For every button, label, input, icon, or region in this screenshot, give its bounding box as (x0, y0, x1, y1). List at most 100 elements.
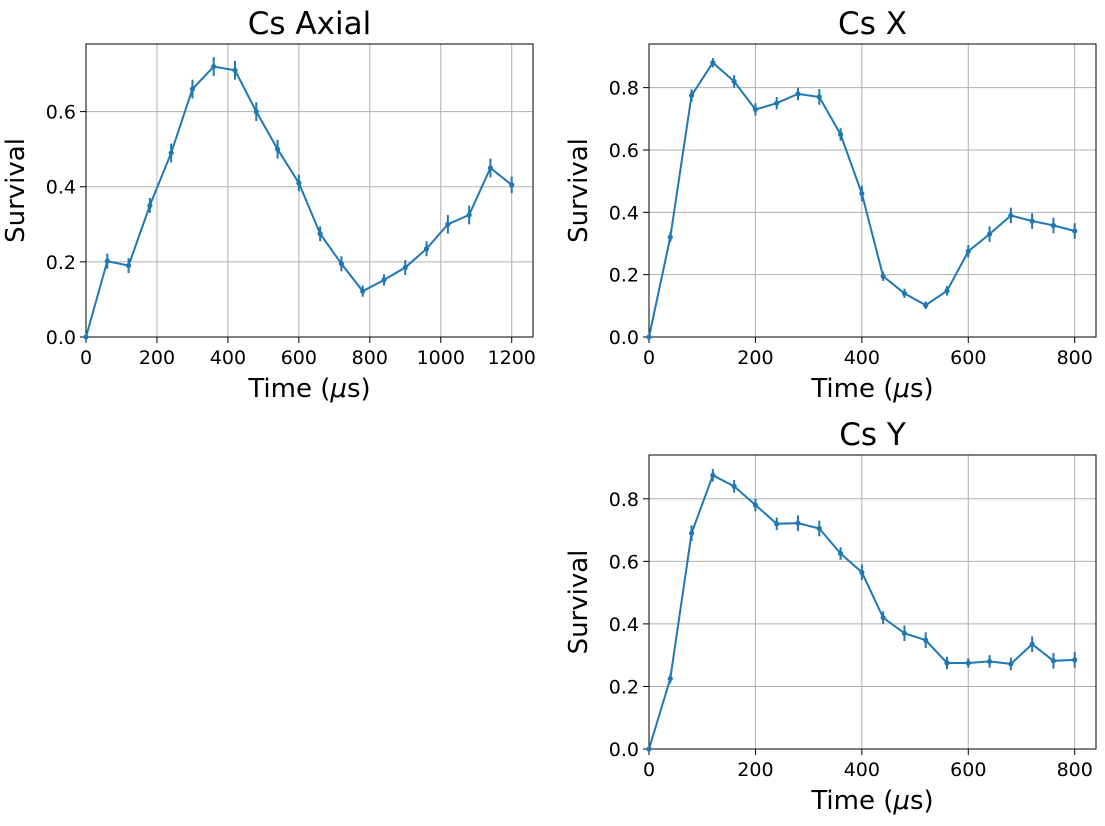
data-point (944, 288, 950, 294)
data-point (795, 520, 801, 526)
axes-frame (85, 43, 534, 338)
y-tick-label: 0.4 (46, 177, 76, 199)
data-point (731, 78, 737, 85)
data-point (816, 525, 822, 532)
data-point (274, 146, 281, 152)
data-point (965, 248, 971, 254)
y-tick-label: 0.0 (609, 327, 639, 349)
chart-title: Cs X (838, 6, 907, 42)
data-point (466, 212, 472, 218)
data-point (816, 94, 822, 100)
x-tick-label: 1200 (488, 347, 536, 369)
data-point (211, 63, 217, 70)
data-point (168, 150, 174, 156)
data-point (710, 60, 716, 66)
x-tick-label: 600 (281, 347, 317, 369)
data-point (402, 264, 408, 271)
y-tick-label: 0.8 (609, 78, 639, 100)
data-point (445, 221, 451, 227)
data-point (923, 302, 929, 308)
y-tick-label: 0.6 (46, 102, 76, 124)
y-tick-label: 0.0 (46, 327, 76, 349)
data-point (338, 261, 345, 267)
x-tick-label: 400 (210, 347, 246, 369)
y-tick-label: 0.2 (46, 252, 76, 274)
y-tick-label: 0.2 (609, 676, 639, 698)
data-point (965, 660, 971, 666)
data-point (253, 109, 259, 115)
data-point (859, 569, 865, 575)
y-tick-label: 0.8 (609, 489, 639, 511)
data-point (423, 246, 430, 252)
axes-frame (648, 454, 1097, 750)
x-tick-label: 200 (737, 347, 773, 369)
data-point (1008, 661, 1014, 667)
data-point (1072, 228, 1078, 234)
data-point (509, 182, 515, 188)
data-point (837, 131, 844, 137)
x-tick-label: 800 (1057, 347, 1093, 369)
x-axis-label: Time (μs) (810, 374, 933, 404)
data-point (1008, 212, 1014, 219)
x-tick-label: 400 (844, 347, 880, 369)
data-point (104, 258, 110, 264)
data-point (901, 290, 908, 296)
y-tick-label: 0.4 (609, 202, 639, 224)
axes-frame (648, 43, 1097, 338)
chart-title: Cs Axial (248, 6, 371, 42)
data-point (986, 658, 993, 665)
data-point (189, 86, 196, 92)
y-tick-label: 0.4 (609, 614, 639, 636)
y-tick-label: 0.0 (609, 739, 639, 761)
data-point (880, 615, 886, 621)
y-tick-label: 0.6 (609, 551, 639, 573)
data-point (360, 288, 366, 294)
data-point (774, 100, 780, 106)
data-point (837, 550, 844, 557)
data-point (880, 273, 886, 279)
data-point (147, 202, 153, 209)
data-point (795, 91, 801, 97)
chart-panel-3: 0 200 400 600 800 0.0 0.2 0.4 0.6 0.8 Cs Y Time (μs… (564, 417, 1097, 816)
data-point (125, 263, 132, 269)
chart-panel-1: 0 200 400 600 800 1000 1200 0.0 0.2 0.4 0.6 Cs Axia… (1, 6, 536, 404)
data-point (901, 630, 908, 636)
data-point (774, 521, 780, 527)
data-point (1029, 641, 1035, 647)
data-point (731, 483, 737, 489)
x-tick-label: 800 (352, 347, 388, 369)
data-point (986, 231, 993, 237)
chart-title: Cs Y (839, 417, 906, 453)
data-point (232, 67, 238, 73)
data-point (83, 334, 89, 340)
data-point (688, 530, 695, 536)
data-point (944, 660, 950, 666)
x-tick-label: 0 (643, 347, 655, 369)
x-tick-label: 1000 (417, 347, 465, 369)
data-point (752, 106, 759, 113)
data-point (1050, 658, 1057, 664)
x-tick-label: 200 (737, 759, 773, 781)
data-point (487, 165, 494, 171)
data-point (710, 472, 716, 478)
x-tick-label: 200 (139, 347, 175, 369)
data-point (667, 234, 673, 240)
x-axis-label: Time (μs) (810, 786, 933, 816)
x-tick-label: 800 (1057, 759, 1093, 781)
data-point (646, 334, 652, 340)
data-point (1029, 218, 1035, 224)
data-point (296, 180, 302, 186)
y-axis-label: Survival (1, 138, 31, 243)
x-tick-label: 600 (950, 347, 986, 369)
x-tick-label: 0 (80, 347, 92, 369)
y-tick-label: 0.6 (609, 140, 639, 162)
x-tick-label: 400 (844, 759, 880, 781)
x-tick-label: 0 (643, 759, 655, 781)
data-point (859, 191, 865, 197)
data-point (646, 746, 652, 752)
data-point (667, 676, 673, 682)
data-point (381, 277, 387, 283)
data-point (1050, 222, 1057, 229)
data-point (688, 92, 695, 99)
